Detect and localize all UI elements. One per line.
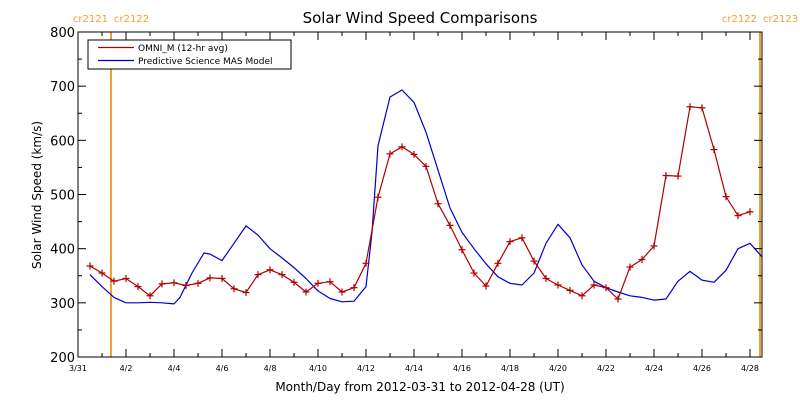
- data-point: [158, 280, 166, 288]
- series-lines: [86, 89, 763, 305]
- x-tick-label: 4/12: [357, 364, 375, 373]
- data-point: [386, 150, 394, 158]
- rotation-label-after: cr2123: [763, 14, 798, 25]
- data-point: [542, 274, 550, 282]
- x-tick-label: 4/6: [216, 364, 229, 373]
- data-point: [446, 221, 454, 229]
- series-line: [89, 89, 763, 305]
- x-tick-label: 4/20: [549, 364, 567, 373]
- data-point: [98, 269, 106, 277]
- x-tick-label: 4/16: [453, 364, 471, 373]
- data-point: [698, 104, 706, 112]
- data-point: [314, 279, 322, 287]
- x-tick-label: 4/8: [264, 364, 277, 373]
- x-axis-label: Month/Day from 2012-03-31 to 2012-04-28 …: [275, 380, 564, 394]
- data-point: [422, 162, 430, 170]
- data-point: [650, 242, 658, 250]
- data-point: [434, 200, 442, 208]
- data-point: [710, 146, 718, 154]
- y-axis-label: Solar Wind Speed (km/s): [30, 121, 44, 269]
- data-point: [230, 285, 238, 293]
- data-point: [506, 238, 514, 246]
- y-tick-label: 600: [50, 134, 75, 149]
- data-point: [530, 257, 538, 265]
- series-line: [89, 106, 751, 300]
- data-point: [266, 266, 274, 274]
- y-tick-label: 500: [50, 189, 75, 204]
- legend-label-mas: Predictive Science MAS Model: [138, 57, 273, 67]
- data-point: [614, 295, 622, 303]
- data-point: [170, 279, 178, 287]
- data-point: [566, 286, 574, 294]
- x-tick-label: 4/18: [501, 364, 519, 373]
- data-point: [590, 281, 598, 289]
- data-point: [218, 274, 226, 282]
- data-point: [110, 277, 118, 285]
- data-point: [278, 271, 286, 279]
- data-point: [686, 103, 694, 111]
- data-point: [398, 143, 406, 151]
- data-point: [482, 282, 490, 290]
- rotation-label-before: cr2122: [722, 14, 757, 25]
- data-point: [626, 263, 634, 271]
- data-point: [338, 288, 346, 296]
- data-point: [518, 234, 526, 242]
- x-tick-label: 4/4: [168, 364, 181, 373]
- x-tick-label: 4/24: [645, 364, 663, 373]
- x-tick-label: 4/26: [693, 364, 711, 373]
- rotation-label-before: cr2121: [73, 14, 108, 25]
- data-point: [470, 269, 478, 277]
- legend: OMNI_M (12-hr avg) Predictive Science MA…: [87, 39, 292, 70]
- x-tick-label: 4/14: [405, 364, 423, 373]
- x-tick-label: 3/31: [69, 364, 87, 373]
- data-point: [86, 262, 94, 270]
- data-point: [206, 274, 214, 282]
- data-point: [602, 284, 610, 292]
- legend-box: [87, 39, 292, 70]
- chart-title: Solar Wind Speed Comparisons: [303, 9, 538, 27]
- legend-label-omni: OMNI_M (12-hr avg): [138, 44, 228, 54]
- x-tick-label: 4/10: [309, 364, 327, 373]
- y-tick-label: 400: [50, 243, 75, 258]
- data-point: [146, 292, 154, 300]
- x-tick-label: 4/28: [741, 364, 759, 373]
- data-point: [302, 288, 310, 296]
- data-point: [254, 271, 262, 279]
- x-tick-label: 4/2: [120, 364, 133, 373]
- data-point: [374, 193, 382, 201]
- y-tick-label: 300: [50, 297, 75, 312]
- data-point: [662, 172, 670, 180]
- data-point: [122, 274, 130, 282]
- x-tick-label: 4/22: [597, 364, 615, 373]
- data-point: [290, 278, 298, 286]
- rotation-label-after: cr2122: [114, 14, 149, 25]
- data-point: [194, 279, 202, 287]
- data-point: [746, 208, 754, 216]
- data-point: [362, 259, 370, 267]
- data-point: [494, 259, 502, 267]
- data-point: [722, 193, 730, 201]
- data-point: [242, 289, 250, 297]
- data-point: [410, 150, 418, 158]
- data-point: [350, 284, 358, 292]
- data-point: [326, 278, 334, 286]
- y-tick-label: 800: [50, 26, 75, 41]
- data-point: [182, 282, 190, 289]
- data-point: [134, 283, 142, 291]
- data-point: [734, 212, 742, 220]
- data-point: [674, 172, 682, 180]
- data-point: [458, 246, 466, 254]
- data-point: [578, 292, 586, 300]
- y-tick-label: 700: [50, 80, 75, 95]
- axes: 200 300 400 500 600 700 800 3/31 4/2 4/4 4/6 4/8 4/1…: [50, 26, 763, 373]
- data-point: [638, 256, 646, 263]
- data-point: [554, 281, 562, 289]
- y-tick-label: 200: [50, 351, 75, 366]
